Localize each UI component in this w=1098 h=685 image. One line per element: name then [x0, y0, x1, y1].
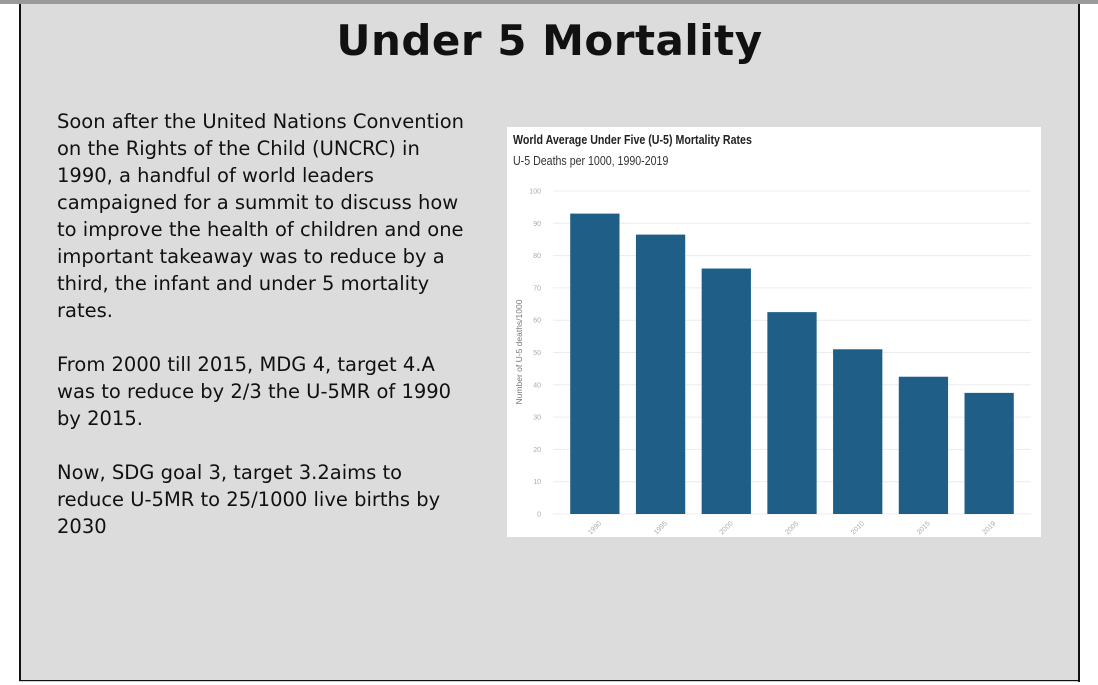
- y-tick-label: 20: [533, 447, 541, 454]
- x-tick-label: 2000: [719, 520, 735, 536]
- y-tick-label: 10: [533, 479, 541, 486]
- y-tick-label: 70: [533, 285, 541, 292]
- x-tick-label: 2015: [916, 520, 932, 536]
- slide-title: Under 5 Mortality: [336, 16, 763, 65]
- chart-plot: 0 10 20 30 40 50 60 70 80 90 100 1990 1995 2000 2005 20…: [514, 189, 1031, 536]
- x-tick-label: 2005: [784, 520, 800, 536]
- y-tick-label: 100: [529, 189, 541, 196]
- paragraph-uncrc: Soon after the United Nations Convention…: [57, 110, 464, 322]
- slide: Under 5 Mortality Soon after the United …: [19, 4, 1080, 682]
- y-tick-label: 30: [533, 415, 541, 422]
- bar-1995: [635, 234, 686, 514]
- y-tick-label: 0: [537, 512, 541, 519]
- y-axis-label: Number of U-5 deaths/1000: [514, 299, 524, 404]
- x-tick-label: 2019: [982, 520, 998, 536]
- chart-title: World Average Under Five (U-5) Mortality…: [513, 132, 752, 147]
- paragraph-sdg3: Now, SDG goal 3, target 3.2aims to reduc…: [57, 461, 441, 538]
- page-bottom-edge: [19, 681, 1078, 682]
- x-tick-label: 1990: [587, 520, 603, 536]
- paragraph-mdg4: From 2000 till 2015, MDG 4, target 4.A w…: [57, 353, 452, 430]
- bar-2019: [964, 392, 1014, 514]
- chart-subtitle: U-5 Deaths per 1000, 1990-2019: [513, 154, 669, 168]
- bar-2010: [833, 349, 883, 514]
- y-tick-label: 80: [533, 253, 541, 260]
- bar-2015: [898, 376, 949, 514]
- y-tick-label: 40: [533, 382, 541, 389]
- bar-2000: [701, 268, 751, 514]
- y-tick-label: 60: [533, 318, 541, 325]
- chart-image: World Average Under Five (U-5) Mortality…: [507, 127, 1041, 537]
- window-top-edge: [0, 0, 1098, 4]
- y-tick-label: 90: [533, 221, 541, 228]
- bar-1990: [570, 213, 620, 515]
- bar-2005: [767, 312, 817, 514]
- slide-body-text: Soon after the United Nations Convention…: [57, 108, 467, 567]
- y-tick-label: 50: [533, 350, 541, 357]
- x-tick-label: 2010: [850, 520, 866, 536]
- x-tick-label: 1995: [653, 520, 669, 536]
